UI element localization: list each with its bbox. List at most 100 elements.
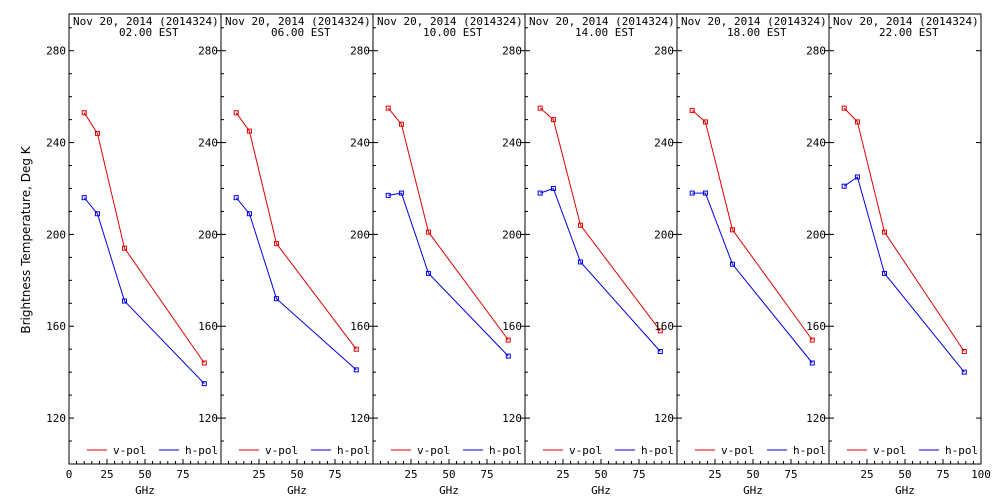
y-tick-label: 280 [654,45,674,58]
legend-label-v-pol: v-pol [265,444,298,457]
data-point-v-pol [94,130,100,136]
y-tick-label: 160 [502,320,522,333]
y-tick-label: 200 [198,228,218,241]
series-line-v-pol [235,112,357,350]
data-point-h-pol [201,381,207,387]
y-tick-label: 120 [350,412,370,425]
x-tick-label: 25 [556,468,569,481]
x-tick-label: 75 [784,468,797,481]
data-point-h-pol [246,211,252,217]
legend-label-v-pol: v-pol [417,444,450,457]
panel-3: Nov 20, 2014 (2014324)10.00 EST 120 160 200… [350,13,526,497]
series-line-h-pol [388,192,509,357]
series-line-h-pol [83,197,205,384]
panel-subtitle: 02.00 EST [119,26,179,39]
panel-title: Nov 20, 2014 (2014324) [681,15,827,28]
y-tick-label: 160 [46,320,66,333]
series-line-h-pol [843,176,965,373]
x-tick-label: 75 [936,468,949,481]
x-tick-label: 50 [594,468,607,481]
y-tick-label: 240 [502,137,522,150]
legend-label-h-pol: h-pol [945,444,978,457]
panel-4: Nov 20, 2014 (2014324)14.00 EST 120 160 200… [502,13,678,497]
data-point-v-pol [809,337,815,343]
series-line-h-pol [540,187,661,352]
legend-label-h-pol: h-pol [641,444,674,457]
y-tick-label: 240 [350,137,370,150]
panel-frame [828,13,982,465]
panel-1: Nov 20, 2014 (2014324)02.00 EST 120 160 200… [46,13,222,497]
data-point-h-pol [550,185,556,191]
data-point-h-pol [273,296,279,302]
y-tick-label: 160 [350,320,370,333]
legend-label-h-pol: h-pol [337,444,370,457]
data-point-v-pol [398,121,404,127]
series-line-v-pol [843,107,965,352]
data-point-h-pol [121,298,127,304]
panel-title: Nov 20, 2014 (2014324) [377,15,523,28]
y-axis-label: Brightness Temperature, Deg K [19,145,33,333]
data-point-v-pol [233,110,239,116]
y-tick-label: 240 [198,137,218,150]
panel-subtitle: 14.00 EST [575,26,635,39]
data-point-h-pol [702,190,708,196]
panels: Nov 20, 2014 (2014324) 02.00 EST 120 160 200… [46,13,991,497]
x-tick-label: 75 [328,468,341,481]
y-tick-label: 120 [198,412,218,425]
data-point-v-pol [425,229,431,235]
y-tick-label: 160 [806,320,826,333]
data-point-v-pol [702,119,708,125]
data-point-h-pol [398,190,404,196]
data-point-h-pol [425,270,431,276]
panel-subtitle: 18.00 EST [727,26,787,39]
series-line-h-pol [235,197,357,371]
y-tick-label: 280 [198,45,218,58]
series-line-v-pol [691,110,813,341]
data-point-h-pol [233,195,239,201]
data-point-h-pol [689,190,695,196]
series-line-h-pol [692,192,813,364]
data-point-v-pol [385,105,391,111]
x-tick-label: 75 [176,468,189,481]
legend-label-h-pol: h-pol [489,444,522,457]
y-tick-label: 160 [654,320,674,333]
panel-title: Nov 20, 2014 (2014324) [529,15,675,28]
data-point-v-pol [201,360,207,366]
data-point-v-pol [121,245,127,251]
data-point-h-pol [385,192,391,198]
legend-label-v-pol: v-pol [113,444,146,457]
x-axis-label: GHz [895,484,915,497]
y-tick-label: 240 [806,137,826,150]
x-tick-label: 25 [100,468,113,481]
data-point-v-pol [689,107,695,113]
x-axis-label: GHz [591,484,611,497]
y-tick-label: 200 [502,228,522,241]
legend-label-v-pol: v-pol [721,444,754,457]
data-point-h-pol [809,360,815,366]
panel-6: Nov 20, 2014 (2014324)22.00 EST 120 160 200… [806,13,991,497]
data-point-v-pol [577,222,583,228]
panel-subtitle: 10.00 EST [423,26,483,39]
data-point-v-pol [881,229,887,235]
y-tick-label: 200 [46,228,66,241]
data-point-v-pol [729,227,735,233]
data-point-h-pol [657,349,663,354]
data-point-v-pol [273,241,279,247]
x-axis-label: GHz [287,484,307,497]
data-point-v-pol [537,105,543,111]
data-point-h-pol [577,259,583,265]
x-tick-label: 25 [708,468,721,481]
data-point-h-pol [505,353,511,359]
panel-subtitle: 06.00 EST [271,26,331,39]
data-point-h-pol [729,261,735,267]
x-tick-label: 50 [898,468,911,481]
panel-title: Nov 20, 2014 (2014324) [833,15,979,28]
data-point-v-pol [854,119,860,125]
y-tick-label: 120 [502,412,522,425]
data-point-h-pol [94,211,100,217]
panel-subtitle: 22.00 EST [879,26,939,39]
y-tick-label: 280 [46,45,66,58]
y-tick-label: 200 [654,228,674,241]
x-tick-label: 25 [860,468,873,481]
